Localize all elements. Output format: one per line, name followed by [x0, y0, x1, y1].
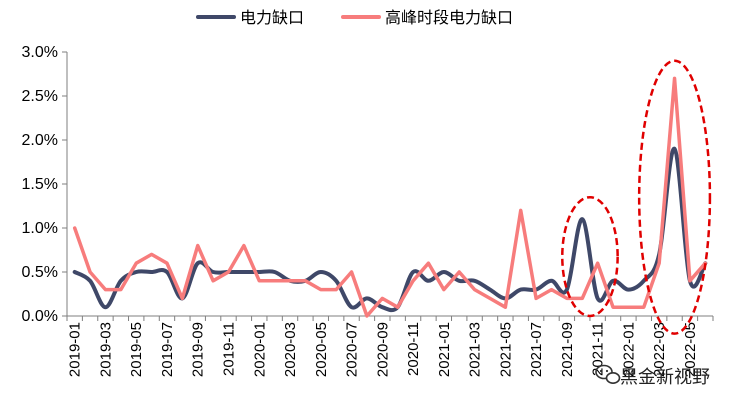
x-tick-label: 2022-01 — [620, 322, 637, 377]
x-tick-label: 2020-09 — [374, 322, 391, 377]
series-line-1 — [72, 146, 708, 313]
watermark: 黑金新视野 — [595, 364, 710, 387]
x-tick-label: 2019-11 — [221, 322, 238, 376]
x-tick-label: 2019-05 — [128, 322, 145, 377]
wechat-icon — [595, 364, 621, 384]
x-tick-label: 2020-07 — [344, 322, 361, 377]
legend: 电力缺口 高峰时段电力缺口 — [196, 9, 513, 27]
x-tick-label: 2020-11 — [405, 322, 422, 376]
highlight-ellipse-2 — [637, 59, 712, 335]
x-tick-label: 2021-01 — [436, 322, 453, 377]
legend-label-1: 电力缺口 — [240, 9, 304, 27]
x-tick-label: 2020-03 — [282, 322, 299, 377]
legend-label-2: 高峰时段电力缺口 — [385, 9, 513, 27]
y-axis: 0.0% 0.5% 1.0% 1.5% 2.0% 2.5% 3.0% — [22, 44, 68, 325]
x-tick-label: 2021-09 — [559, 322, 576, 377]
watermark-text: 黑金新视野 — [620, 367, 710, 387]
x-tick-label: 2020-05 — [313, 322, 330, 377]
series-layer — [72, 76, 708, 318]
y-tick-label: 3.0% — [22, 44, 58, 61]
series-line-2 — [72, 76, 708, 318]
x-tick-label: 2022-05 — [682, 322, 699, 377]
x-tick-label: 2021-11 — [590, 322, 607, 376]
annotation-layer — [561, 59, 712, 335]
x-axis: 2019-01 2019-03 2019-05 2019-07 2019-09 2019-… — [66, 315, 714, 377]
y-tick-label: 1.0% — [22, 220, 58, 237]
highlight-ellipse-1 — [561, 195, 619, 318]
x-tick-label: 2022-03 — [651, 322, 668, 377]
x-tick-label: 2021-05 — [497, 322, 514, 377]
x-tick-label: 2021-07 — [528, 322, 545, 377]
x-tick-label: 2019-03 — [97, 322, 114, 377]
x-tick-label: 2019-01 — [67, 322, 84, 377]
x-tick-label: 2021-03 — [467, 322, 484, 377]
y-tick-label: 2.0% — [22, 132, 58, 149]
y-tick-label: 2.5% — [22, 88, 58, 105]
y-tick-label: 1.5% — [22, 176, 58, 193]
x-tick-label: 2019-09 — [190, 322, 207, 377]
x-tick-label: 2020-01 — [251, 322, 268, 377]
y-tick-label: 0.5% — [22, 264, 58, 281]
x-tick-label: 2019-07 — [159, 322, 176, 377]
y-tick-label: 0.0% — [22, 308, 58, 325]
